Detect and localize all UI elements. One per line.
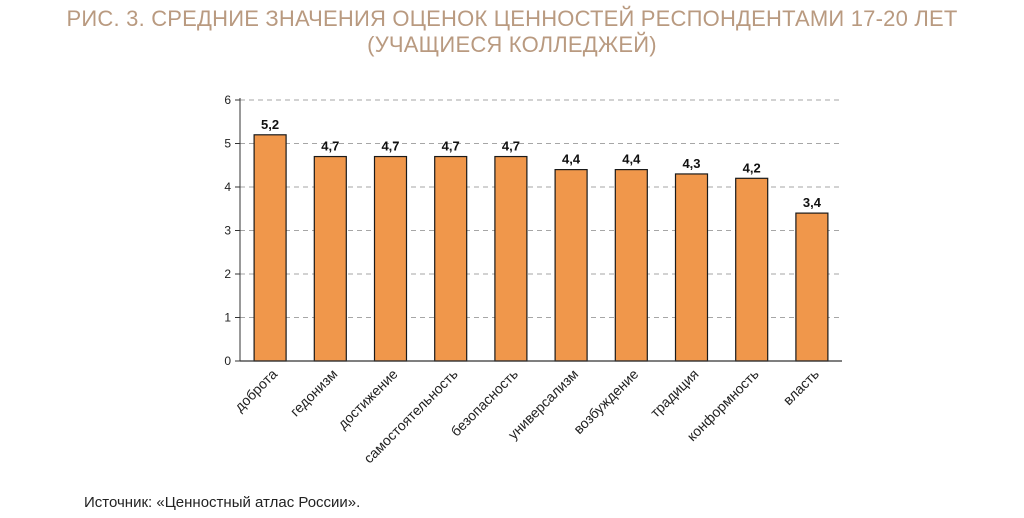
bar bbox=[796, 213, 828, 361]
bar bbox=[676, 174, 708, 361]
bar bbox=[435, 157, 467, 361]
y-tick-label: 5 bbox=[224, 137, 231, 151]
bar bbox=[254, 135, 286, 361]
y-tick-label: 3 bbox=[224, 224, 231, 238]
y-tick-label: 0 bbox=[224, 354, 231, 368]
bar bbox=[314, 157, 346, 361]
y-tick-label: 1 bbox=[224, 311, 231, 325]
bar-value-label: 5,2 bbox=[261, 117, 279, 132]
bar-value-label: 4,7 bbox=[381, 139, 399, 154]
x-category-label: возбуждение bbox=[570, 366, 641, 437]
bar-value-label: 4,7 bbox=[502, 139, 520, 154]
bar-value-label: 4,7 bbox=[442, 139, 460, 154]
x-category-label: гедонизм bbox=[287, 366, 341, 420]
y-tick-label: 4 bbox=[224, 180, 231, 194]
y-tick-label: 2 bbox=[224, 267, 231, 281]
bar bbox=[736, 178, 768, 361]
bar-value-label: 3,4 bbox=[803, 195, 822, 210]
bar bbox=[555, 170, 587, 361]
category-labels: доброта гедонизмдостижениесамостоятельнос… bbox=[231, 366, 822, 467]
y-axis-ticks: 0 1 2 3 4 5 6 bbox=[224, 93, 240, 368]
bar-value-label: 4,4 bbox=[562, 152, 581, 167]
bar bbox=[615, 170, 647, 361]
bar bbox=[375, 157, 407, 361]
bar-chart: 0 1 2 3 4 5 6 5,2 4,7 4,7 4,7 4,7 4,4 4,4 4,3 4,2 3,4 д… bbox=[0, 0, 1024, 518]
source-note: Источник: «Ценностный атлас России». bbox=[84, 494, 360, 511]
x-category-label: власть bbox=[780, 366, 822, 408]
bar-value-label: 4,3 bbox=[682, 156, 700, 171]
y-tick-label: 6 bbox=[224, 93, 231, 107]
x-category-label: доброта bbox=[231, 366, 280, 415]
bar-value-label: 4,4 bbox=[622, 152, 641, 167]
x-category-label: традиция bbox=[647, 366, 702, 421]
bar bbox=[495, 157, 527, 361]
bar-value-label: 4,2 bbox=[743, 160, 761, 175]
x-category-label: достижение bbox=[334, 366, 400, 432]
bar-value-label: 4,7 bbox=[321, 139, 339, 154]
